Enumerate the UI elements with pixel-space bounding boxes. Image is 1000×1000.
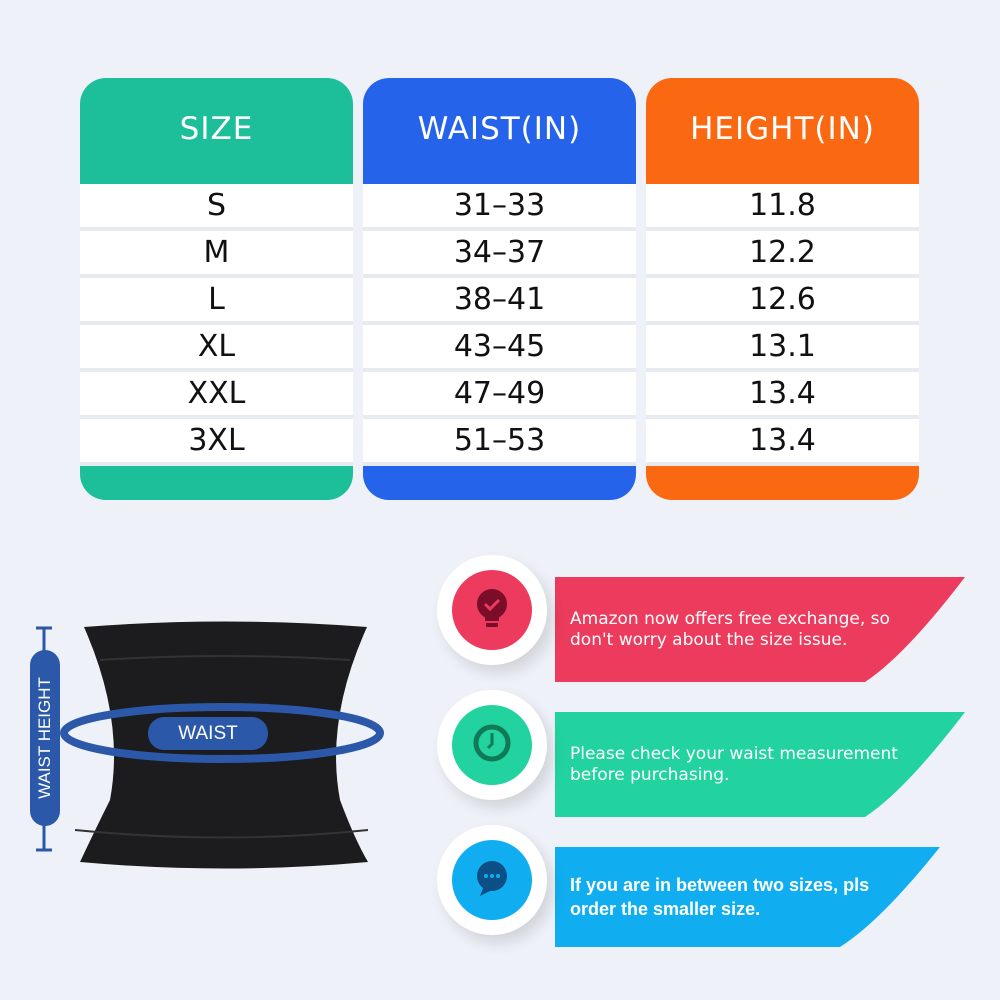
chat-bubble-icon xyxy=(472,858,512,903)
table-cell: 12.6 xyxy=(646,278,919,321)
column-size: SIZE S M L XL XXL 3XL xyxy=(80,78,353,500)
table-cell: 31–33 xyxy=(363,184,636,227)
table-cell: XXL xyxy=(80,372,353,415)
table-cell: 13.4 xyxy=(646,372,919,415)
table-cell: 38–41 xyxy=(363,278,636,321)
tip-text: Please check your waist measurement befo… xyxy=(570,743,898,785)
table-cell: 3XL xyxy=(80,419,353,462)
table-cell: 13.4 xyxy=(646,419,919,462)
waist-height-label: WAIST HEIGHT xyxy=(35,677,54,799)
table-cell: 47–49 xyxy=(363,372,636,415)
table-cell: S xyxy=(80,184,353,227)
table-cell: L xyxy=(80,278,353,321)
table-cell: XL xyxy=(80,325,353,368)
tip-icon-badge xyxy=(437,690,547,800)
waist-ring xyxy=(60,703,384,763)
column-header: WAIST(IN) xyxy=(417,111,582,147)
column-header: HEIGHT(IN) xyxy=(690,111,875,147)
waist-label: WAIST xyxy=(178,723,238,744)
tip-card: If you are in between two sizes, pls ord… xyxy=(555,847,940,947)
table-cell: 11.8 xyxy=(646,184,919,227)
tip-text: Amazon now offers free exchange, so don'… xyxy=(570,608,890,650)
table-cell: 34–37 xyxy=(363,231,636,274)
clock-icon xyxy=(472,723,512,768)
lightbulb-check-icon xyxy=(472,586,512,635)
tip-card: Amazon now offers free exchange, so don'… xyxy=(555,577,965,682)
table-cell: M xyxy=(80,231,353,274)
table-cell: 13.1 xyxy=(646,325,919,368)
tip-icon-badge xyxy=(437,555,547,665)
table-cell: 12.2 xyxy=(646,231,919,274)
table-cell: 51–53 xyxy=(363,419,636,462)
column-header: SIZE xyxy=(179,111,254,147)
waist-trainer-diagram xyxy=(30,621,384,869)
tip-text: If you are in between two sizes, pls ord… xyxy=(570,875,870,919)
tip-card: Please check your waist measurement befo… xyxy=(555,712,965,817)
column-heightin: HEIGHT(IN) 11.8 12.2 12.6 13.1 13.4 13.4 xyxy=(646,78,919,500)
tip-icon-badge xyxy=(437,825,547,935)
column-waistin: WAIST(IN) 31–33 34–37 38–41 43–45 47–49 51–53 xyxy=(363,78,636,500)
table-cell: 43–45 xyxy=(363,325,636,368)
